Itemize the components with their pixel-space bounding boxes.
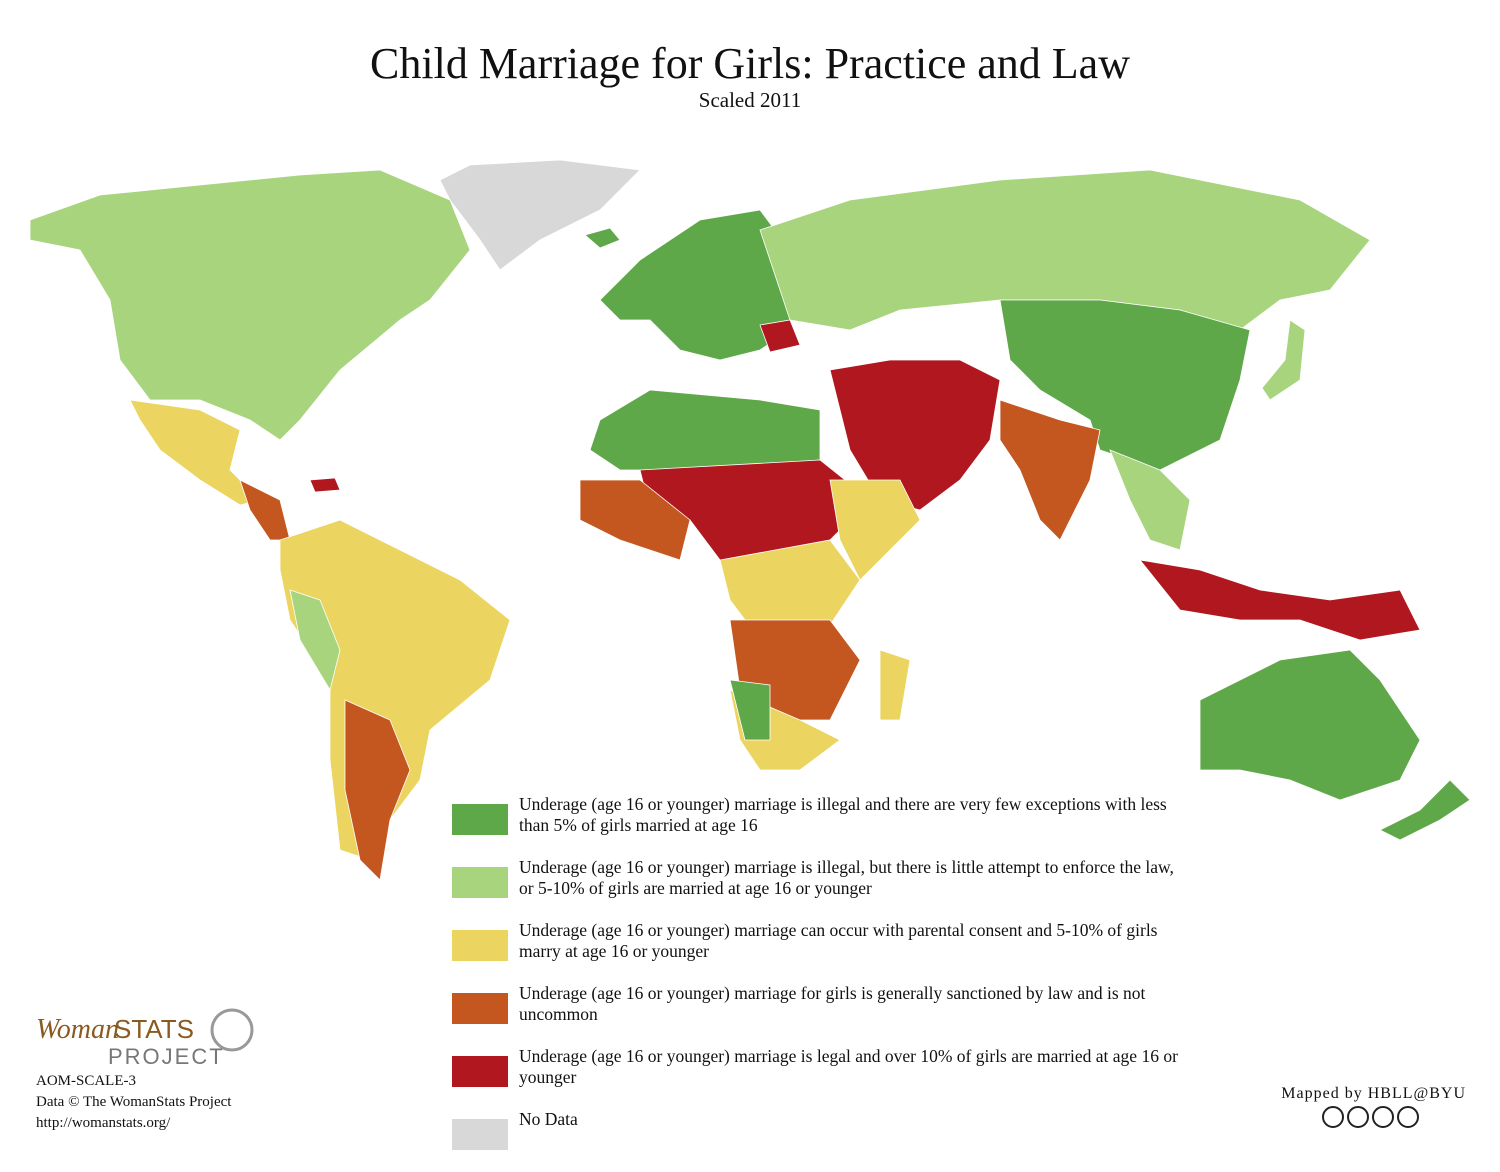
footer-code: AOM-SCALE-3 (36, 1073, 136, 1089)
legend-label: Underage (age 16 or younger) marriage is… (519, 1046, 1178, 1087)
greenland (439, 159, 641, 271)
footer-credit: Data © The WomanStats Project (36, 1094, 232, 1110)
australia (1199, 649, 1421, 801)
indonesia (1139, 559, 1421, 641)
russia (759, 169, 1371, 331)
logo-globe (210, 1008, 254, 1052)
madagascar (879, 649, 911, 721)
north-africa (589, 389, 821, 471)
romania (759, 319, 801, 353)
legend-label: Underage (age 16 or younger) marriage fo… (519, 983, 1146, 1024)
southeast-asia (1109, 449, 1191, 551)
legend-label: Underage (age 16 or younger) marriage is… (519, 794, 1167, 835)
mapped-by: Mapped by HBLL@BYU (1281, 1085, 1466, 1102)
legend-item: Underage (age 16 or younger) marriage is… (452, 1046, 1192, 1109)
legend-label: Underage (age 16 or younger) marriage ca… (519, 920, 1158, 961)
logo-text: PROJECT (108, 1044, 225, 1069)
namibia (729, 679, 771, 741)
legend-swatch (452, 804, 508, 835)
legend-swatch (452, 930, 508, 961)
license-icon (1347, 1106, 1369, 1128)
west-africa (579, 479, 691, 561)
license-icon (1372, 1106, 1394, 1128)
india (999, 399, 1101, 541)
logo-text: STATS (114, 1014, 194, 1044)
subtitle: Scaled 2011 (698, 88, 802, 112)
title: Child Marriage for Girls: Practice and L… (370, 39, 1130, 88)
legend-item: Underage (age 16 or younger) marriage is… (452, 794, 1192, 857)
legend-swatch (452, 1056, 508, 1087)
legend-swatch (452, 993, 508, 1024)
north-america (29, 169, 471, 441)
east-africa (829, 479, 921, 581)
footer-url: http://womanstats.org/ (36, 1115, 171, 1131)
iceland (584, 227, 621, 249)
new-zealand (1379, 779, 1471, 841)
japan (1261, 319, 1306, 401)
legend-label: No Data (519, 1109, 578, 1129)
legend-item: Underage (age 16 or younger) marriage ca… (452, 920, 1192, 983)
legend-item: No Data (452, 1109, 1192, 1172)
china (999, 299, 1251, 471)
peru (289, 589, 341, 692)
argentina (344, 699, 411, 881)
legend-swatch (452, 1119, 508, 1150)
legend-item: Underage (age 16 or younger) marriage is… (452, 857, 1192, 920)
central-america (239, 479, 291, 541)
license-icon (1322, 1106, 1344, 1128)
legend: Underage (age 16 or younger) marriage is… (452, 794, 1192, 1172)
legend-item: Underage (age 16 or younger) marriage fo… (452, 983, 1192, 1046)
legend-swatch (452, 867, 508, 898)
middle-east (829, 359, 1001, 511)
logo: Woman STATS PROJECT (36, 1008, 266, 1069)
license-icon (1397, 1106, 1419, 1128)
legend-label: Underage (age 16 or younger) marriage is… (519, 857, 1174, 898)
logo-text: Woman (36, 1014, 119, 1045)
haiti (309, 477, 341, 493)
